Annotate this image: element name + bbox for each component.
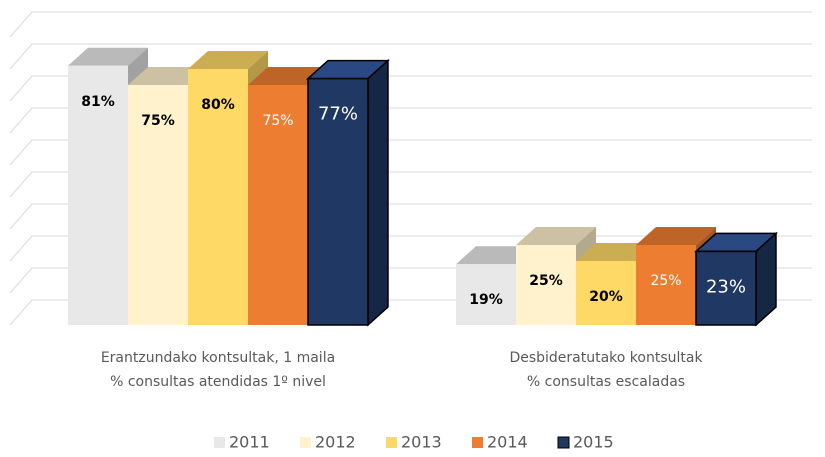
data-label: 80% [201, 97, 235, 113]
legend-label: 2011 [229, 433, 270, 452]
bar [694, 231, 778, 327]
bar-top [68, 47, 148, 66]
legend-label: 2015 [573, 433, 614, 452]
bar-front [68, 65, 128, 326]
bar-top [188, 51, 268, 69]
category-label: % consultas atendidas 1º nivel [110, 374, 326, 390]
bar-front [456, 264, 516, 325]
legend-swatch [386, 437, 397, 448]
data-label: 23% [706, 276, 746, 297]
bar-front [695, 250, 757, 326]
legend-swatch [472, 437, 483, 448]
data-label: 25% [529, 273, 563, 289]
bar-front [516, 245, 576, 325]
bar-front [636, 245, 696, 325]
data-label: 75% [141, 113, 175, 129]
bar-side [367, 58, 389, 327]
legend-label: 2014 [487, 433, 528, 452]
bar [306, 58, 390, 327]
legend-swatch [214, 437, 225, 448]
grid-line [9, 171, 812, 198]
legend-swatch [557, 436, 570, 449]
bar-front [307, 77, 369, 326]
bar-front [188, 69, 248, 325]
data-label: 75% [262, 113, 293, 129]
category-label: Desbideratutako kontsultak [509, 350, 703, 366]
data-label: 81% [81, 94, 115, 110]
grid-line [9, 43, 812, 70]
bar-front [128, 85, 188, 325]
data-label: 20% [589, 289, 623, 305]
category-label: % consultas escaladas [527, 374, 685, 390]
data-label: 19% [469, 292, 503, 308]
grid-line [9, 11, 812, 38]
bar-front [576, 261, 636, 325]
legend-label: 2012 [315, 433, 356, 452]
data-label: 25% [650, 273, 681, 289]
grid-line [9, 139, 812, 166]
legend-swatch [300, 437, 311, 448]
grid-line [9, 75, 812, 102]
legend-label: 2013 [401, 433, 442, 452]
category-label: Erantzundako kontsultak, 1 maila [101, 350, 335, 366]
bar-front [248, 85, 308, 325]
grid-line [9, 107, 812, 134]
grid-line [9, 203, 812, 230]
data-label: 77% [318, 104, 358, 125]
bar-top [516, 227, 596, 245]
bar-top [636, 227, 716, 245]
